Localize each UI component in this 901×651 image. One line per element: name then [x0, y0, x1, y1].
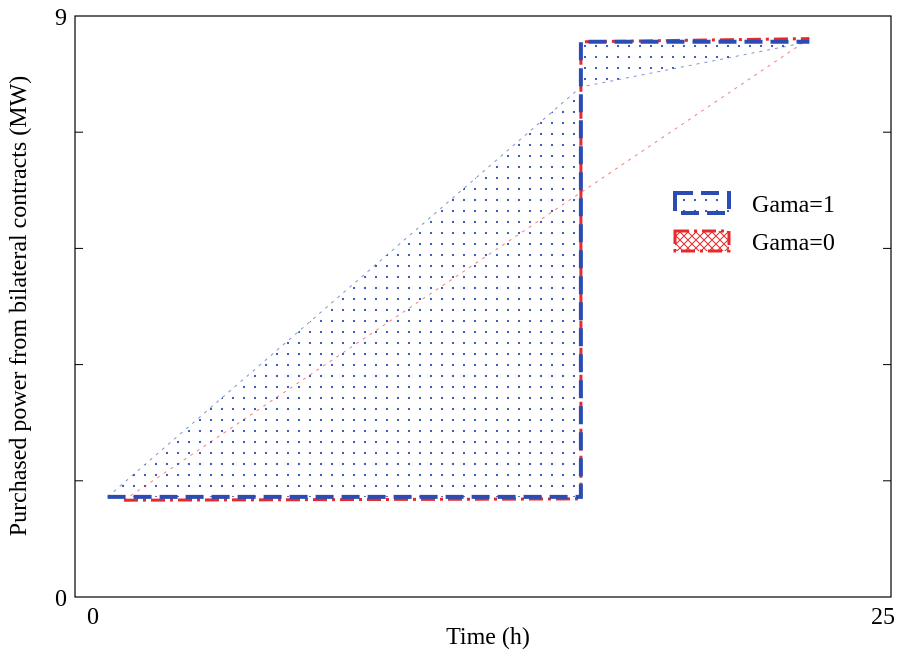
axis-tick-labels: 0 9 0 25 [55, 5, 895, 630]
x-tick-label: 0 [87, 604, 99, 630]
series-lower-edge-1 [107, 41, 810, 498]
axis-ticks [74, 15, 892, 598]
series-lower-edge-2 [123, 38, 810, 501]
legend-swatch-1 [673, 191, 731, 215]
series-line-1 [107, 39, 810, 499]
legend: Gama=1 Gama=0 [673, 191, 835, 256]
x-axis-label: Time (h) [446, 624, 530, 650]
x-tick-label: 25 [871, 604, 895, 630]
y-tick-label: 9 [55, 5, 67, 31]
legend-swatch-2 [673, 229, 731, 253]
plot-area-frame [74, 15, 892, 598]
series-fill-1 [107, 41, 810, 497]
y-tick-label: 0 [55, 586, 67, 612]
y-axis-label: Purchased power from bilateral contracts… [6, 76, 32, 537]
series-fills [107, 41, 810, 497]
legend-label-1: Gama=1 [752, 192, 835, 218]
series-lines [107, 37, 810, 502]
legend-label-2: Gama=0 [752, 230, 835, 256]
